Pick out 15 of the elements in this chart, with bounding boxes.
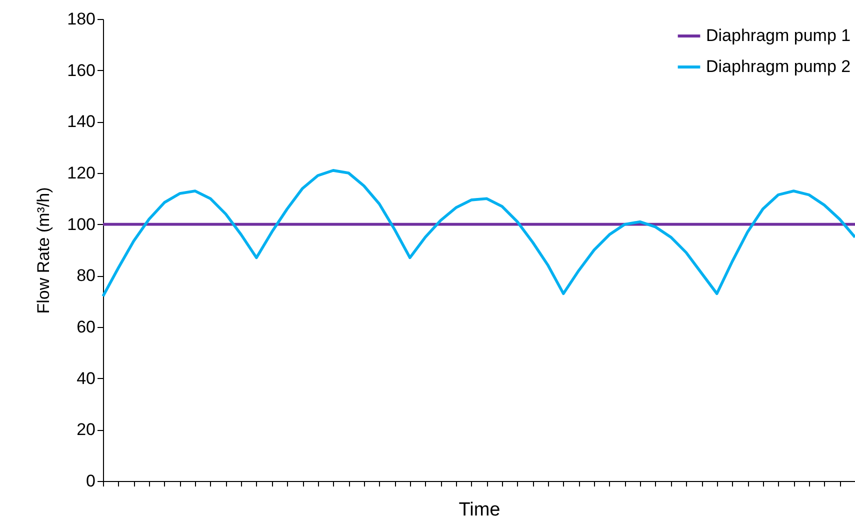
- y-tick-label: 100: [67, 214, 96, 234]
- y-tick-label: 20: [76, 420, 96, 440]
- y-tick-label: 40: [76, 368, 96, 388]
- y-tick-label: 140: [67, 112, 96, 132]
- x-axis-title: Time: [458, 500, 500, 517]
- legend-label: Diaphragm pump 2: [706, 57, 851, 76]
- y-tick-label: 180: [67, 10, 96, 28]
- line-series: [102, 169, 855, 298]
- y-axis-title: Flow Rate (m³/h): [34, 187, 54, 314]
- y-tick-label: 120: [67, 164, 96, 182]
- y-tick-label: 60: [76, 318, 96, 336]
- y-tick-label: 0: [86, 472, 96, 490]
- y-tick-label: 80: [76, 266, 96, 286]
- legend-label: Diaphragm pump 1: [706, 26, 851, 45]
- y-tick-label: 160: [67, 60, 96, 80]
